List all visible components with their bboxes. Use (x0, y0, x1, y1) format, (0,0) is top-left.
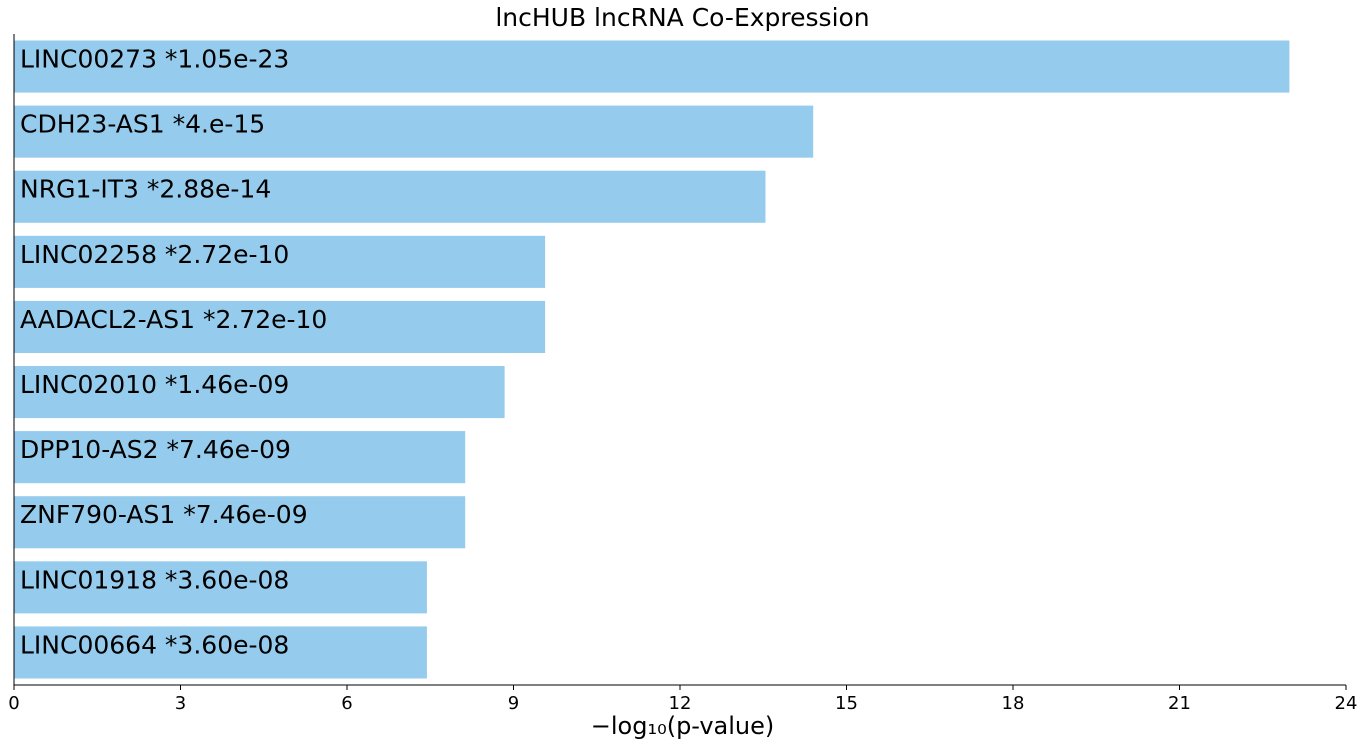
bar (14, 626, 427, 679)
bar (14, 366, 505, 419)
bar-label: CDH23-AS1 *4.e-15 (20, 110, 265, 139)
x-tick-label: 18 (1002, 693, 1025, 714)
bar-label: LINC00664 *3.60e-08 (20, 630, 289, 659)
x-tick-label: 0 (8, 693, 19, 714)
bar (14, 561, 427, 614)
bar-label: LINC02258 *2.72e-10 (20, 240, 289, 269)
x-tick-label: 3 (175, 693, 186, 714)
bar (14, 235, 546, 288)
bar-label: LINC01918 *3.60e-08 (20, 565, 289, 594)
bar-label: NRG1-IT3 *2.88e-14 (20, 175, 271, 204)
x-tick-label: 24 (1335, 693, 1358, 714)
bar-label: ZNF790-AS1 *7.46e-09 (20, 500, 308, 529)
x-tick-label: 9 (508, 693, 519, 714)
bar (14, 105, 814, 158)
bar-label: LINC02010 *1.46e-09 (20, 370, 289, 399)
bar-label: DPP10-AS2 *7.46e-09 (20, 435, 291, 464)
x-tick-label: 12 (669, 693, 692, 714)
bar (14, 431, 466, 484)
bar-label: AADACL2-AS1 *2.72e-10 (20, 305, 327, 334)
bar-label: LINC00273 *1.05e-23 (20, 45, 289, 74)
chart-title: lncHUB lncRNA Co-Expression (495, 3, 870, 32)
bar (14, 300, 546, 353)
bar (14, 40, 1290, 93)
x-tick-label: 6 (341, 693, 352, 714)
x-axis-label: −log₁₀(p-value) (590, 712, 775, 740)
bar (14, 496, 466, 549)
x-tick-label: 15 (835, 693, 858, 714)
x-tick-label: 21 (1168, 693, 1191, 714)
bar (14, 170, 766, 223)
